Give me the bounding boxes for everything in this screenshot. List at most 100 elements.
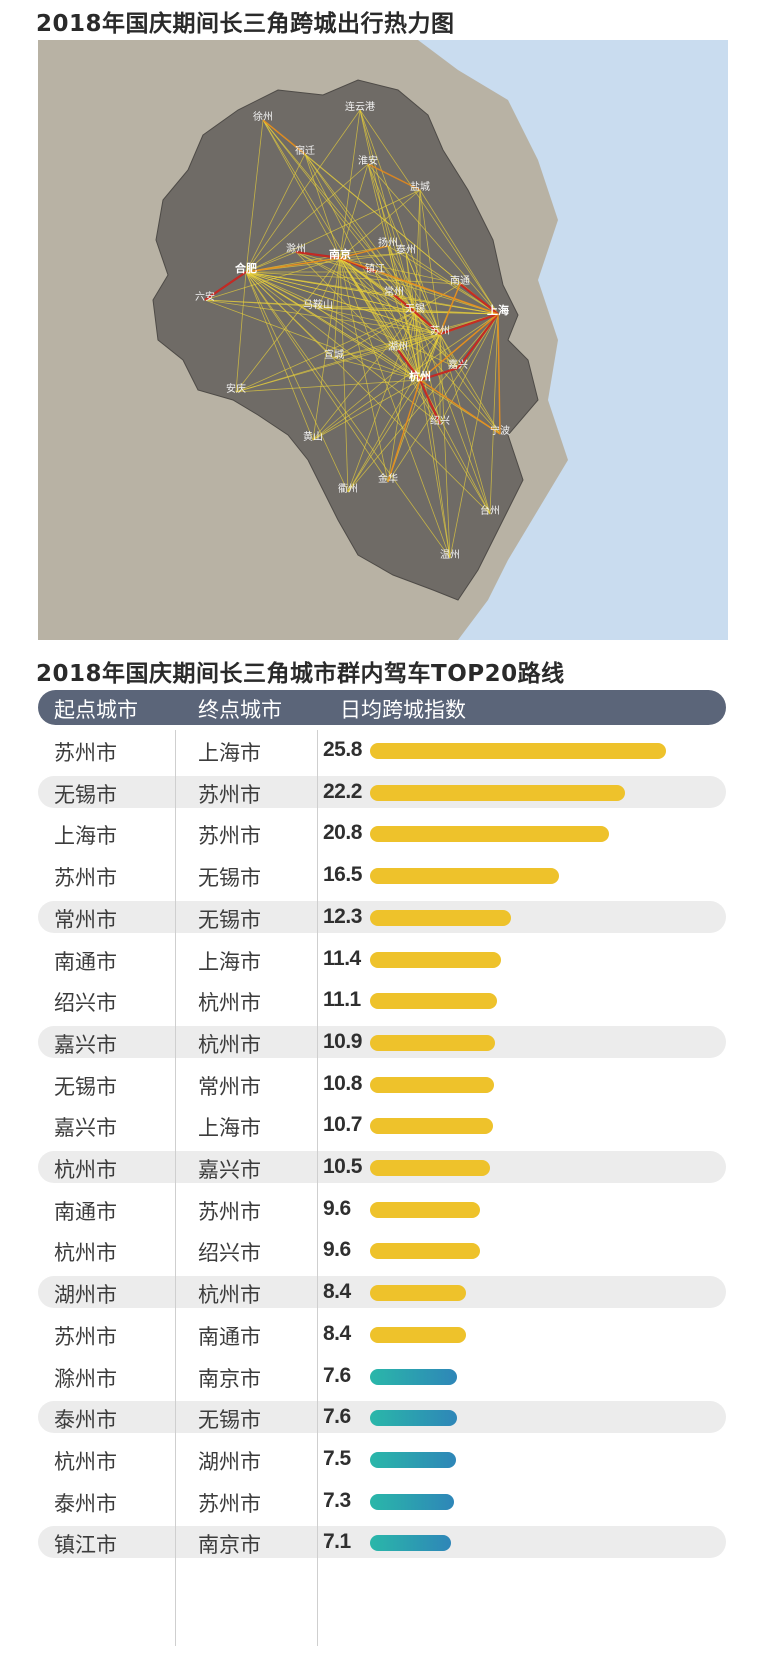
city-label-xuzhou: 徐州	[253, 110, 273, 123]
flow-line	[245, 271, 421, 381]
city-label-taizhou_zj: 台州	[480, 504, 500, 517]
index-bar	[370, 1285, 466, 1302]
destination-city: 苏州市	[198, 824, 261, 849]
flow-line	[414, 189, 421, 313]
origin-city: 镇江市	[54, 1533, 117, 1558]
flow-line	[235, 313, 499, 393]
index-bar	[370, 1368, 457, 1385]
city-label-zhenjiang: 镇江	[365, 262, 385, 275]
flow-line	[419, 379, 501, 435]
city-label-suqian: 宿迁	[295, 144, 315, 157]
origin-city: 南通市	[54, 949, 117, 974]
flow-line	[245, 271, 314, 441]
flow-line	[359, 109, 416, 313]
table-row: 南通市 苏州市 9.6	[38, 1193, 726, 1225]
index-value: 10.7	[323, 1113, 362, 1137]
index-bar	[370, 868, 559, 885]
flow-line	[245, 271, 416, 313]
table-row: 常州市 无锡市 12.3	[38, 900, 726, 933]
index-bar	[370, 784, 625, 801]
index-bar	[370, 1160, 490, 1176]
flow-line	[339, 257, 499, 315]
flow-line	[312, 311, 416, 441]
city-label-luan: 六安	[195, 290, 215, 303]
city-label-hangzhou: 杭州	[409, 369, 431, 383]
flow-lines	[204, 109, 501, 559]
flow-line	[333, 357, 421, 381]
destination-city: 南通市	[198, 1324, 261, 1349]
flow-line	[414, 311, 459, 369]
flow-line	[397, 349, 421, 381]
table-row: 上海市 苏州市 20.8	[38, 817, 726, 849]
flow-line	[419, 379, 451, 559]
flow-line	[235, 271, 247, 393]
city-label-yancheng: 盐城	[410, 180, 430, 193]
destination-city: 上海市	[198, 949, 261, 974]
flow-line	[245, 109, 361, 273]
city-label-quzhou: 衢州	[338, 483, 358, 495]
origin-city: 苏州市	[54, 1324, 117, 1349]
table-title: 2018年国庆期间长三角城市群内驾车TOP20路线	[36, 661, 565, 687]
city-label-huaian: 淮安	[358, 154, 378, 167]
origin-city: 湖州市	[54, 1283, 117, 1308]
destination-city: 无锡市	[198, 866, 261, 891]
column-divider	[317, 730, 318, 1646]
table-row: 杭州市 湖州市 7.5	[38, 1443, 726, 1475]
flow-line	[387, 245, 421, 381]
index-bar	[370, 1076, 494, 1093]
origin-city: 绍兴市	[54, 991, 117, 1016]
index-value: 20.8	[323, 821, 362, 845]
flow-line	[419, 189, 441, 335]
index-value: 9.6	[323, 1238, 351, 1262]
flow-line	[204, 299, 421, 381]
flow-line	[367, 163, 499, 315]
destination-city: 绍兴市	[198, 1241, 261, 1266]
origin-city: 杭州市	[54, 1158, 117, 1182]
destination-city: 常州市	[198, 1074, 261, 1099]
flow-line	[245, 119, 264, 273]
flow-line	[312, 257, 341, 441]
flow-line	[235, 257, 341, 393]
city-label-lianyungang: 连云港	[345, 100, 375, 113]
index-value: 7.5	[323, 1446, 351, 1470]
flow-line	[317, 307, 416, 313]
destination-city: 南京市	[198, 1366, 261, 1391]
index-value: 25.8	[323, 738, 362, 761]
flow-line	[387, 245, 441, 335]
destination-city: 无锡市	[198, 907, 261, 932]
table-row: 嘉兴市 杭州市 10.9	[38, 1025, 726, 1058]
index-bar	[370, 1326, 466, 1343]
flow-line	[439, 283, 461, 335]
destination-city: 嘉兴市	[198, 1158, 261, 1182]
index-value: 8.4	[323, 1321, 351, 1345]
region-shape	[152, 79, 539, 601]
destination-city: 苏州市	[198, 782, 261, 807]
table-row: 苏州市 南通市 8.4	[38, 1318, 726, 1350]
city-label-nantong: 南通	[450, 274, 470, 287]
city-label-shanghai: 上海	[487, 303, 509, 317]
table-row: 杭州市 绍兴市 9.6	[38, 1234, 726, 1266]
table-row: 南通市 上海市 11.4	[38, 943, 726, 975]
flow-line	[317, 307, 421, 381]
flow-line	[414, 311, 441, 425]
flow-line	[245, 271, 389, 483]
origin-city: 无锡市	[54, 782, 117, 807]
flow-line	[387, 379, 421, 483]
flow-line	[339, 252, 407, 259]
table-row: 镇江市 南京市 7.1	[38, 1526, 726, 1559]
index-bar	[370, 743, 666, 759]
flow-line	[235, 311, 416, 393]
flow-line	[339, 109, 361, 259]
flow-line	[387, 311, 416, 483]
index-value: 16.5	[323, 863, 362, 887]
flow-line	[489, 313, 499, 515]
header-origin: 起点城市	[54, 698, 138, 722]
flow-line	[245, 271, 461, 285]
flow-line	[304, 153, 441, 335]
flow-line	[245, 271, 501, 435]
flow-line	[419, 366, 459, 382]
flow-line	[414, 311, 451, 559]
flow-line	[333, 311, 416, 359]
flow-line	[312, 313, 499, 441]
